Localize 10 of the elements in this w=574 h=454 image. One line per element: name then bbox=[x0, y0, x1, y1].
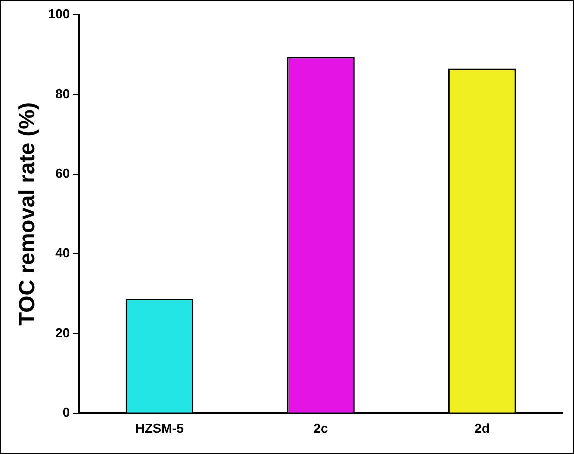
y-tick-label: 100 bbox=[48, 6, 70, 22]
y-tick-label: 80 bbox=[56, 86, 70, 102]
y-tick-label: 40 bbox=[56, 246, 70, 261]
y-tick-label: 20 bbox=[56, 325, 70, 340]
y-tick-label: 0 bbox=[62, 404, 70, 420]
y-tick-label: 60 bbox=[56, 166, 70, 181]
x-tick-label: HZSM-5 bbox=[136, 420, 184, 436]
x-tick-label: 2c bbox=[314, 420, 328, 436]
y-axis-title: TOC removal rate (%) bbox=[14, 102, 40, 326]
x-tick-label: 2d bbox=[474, 420, 490, 436]
